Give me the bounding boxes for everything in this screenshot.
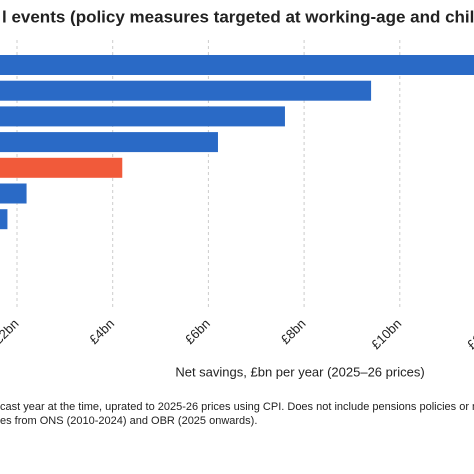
x-tick-label: £4bn	[86, 316, 117, 347]
bar	[0, 106, 285, 127]
bar	[0, 80, 372, 101]
bar	[0, 157, 123, 178]
x-tick-label: £10bn	[368, 316, 404, 352]
chart-title: l events (policy measures targeted at wo…	[2, 7, 474, 26]
x-axis-label: Net savings, £bn per year (2025–26 price…	[175, 364, 424, 379]
bar	[0, 55, 474, 75]
footnote: cast year at the time, uprated to 2025-2…	[0, 401, 474, 413]
x-tick-label: £12bn	[464, 316, 474, 352]
x-tick-label: £6bn	[182, 316, 213, 347]
bar	[0, 183, 27, 204]
x-tick-label: £8bn	[278, 316, 309, 347]
x-tick-label: £2bn	[0, 316, 22, 347]
footnote: es from ONS (2010-2024) and OBR (2025 on…	[0, 415, 257, 427]
bar	[0, 132, 218, 153]
bar	[0, 209, 8, 230]
